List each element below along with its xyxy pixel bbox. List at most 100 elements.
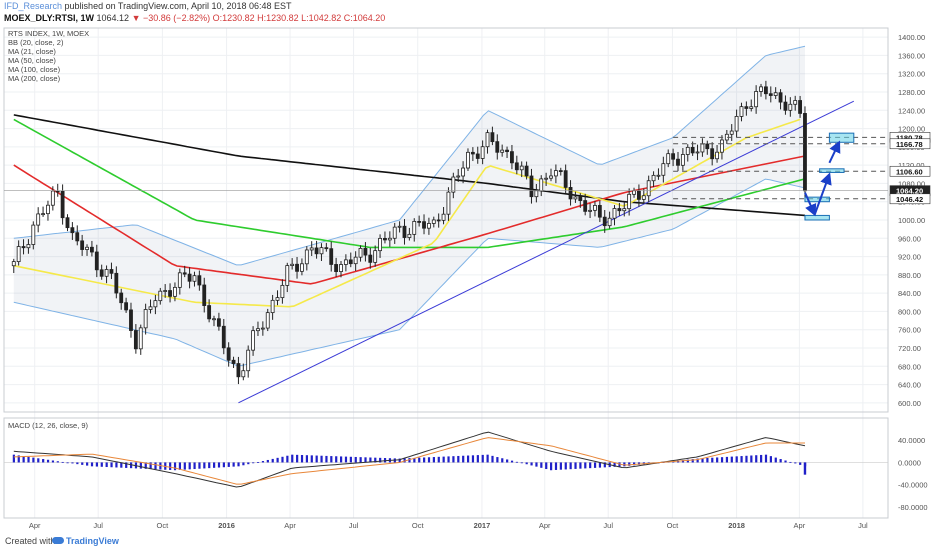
macd-histogram-bar <box>203 462 206 469</box>
time-tick-label: 2016 <box>218 521 235 530</box>
time-tick-label: Jul <box>93 521 103 530</box>
candle-body <box>148 306 153 310</box>
macd-histogram-bar <box>125 462 128 468</box>
candle-body <box>597 205 602 218</box>
candle-body <box>637 190 641 200</box>
macd-histogram-bar <box>403 458 406 463</box>
candle-body <box>11 261 16 267</box>
candle-body <box>373 250 378 263</box>
candle-body <box>553 170 558 177</box>
macd-histogram-bar <box>37 458 40 463</box>
candle-body <box>173 286 177 297</box>
candle-body <box>680 154 685 166</box>
time-tick-label: Apr <box>794 521 806 530</box>
macd-line <box>13 431 806 488</box>
macd-histogram-bar <box>115 462 118 468</box>
macd-histogram-bar <box>237 462 240 467</box>
candle-body <box>329 248 334 265</box>
candle-body <box>334 264 339 273</box>
macd-histogram-bar <box>476 455 479 463</box>
price-label-text: 1046.42 <box>896 195 923 204</box>
candle-body <box>436 219 441 222</box>
macd-histogram-bar <box>540 462 543 468</box>
candle-body <box>275 297 280 301</box>
macd-histogram-bar <box>32 457 35 463</box>
macd-histogram-bar <box>593 462 597 468</box>
macd-histogram-bar <box>349 456 352 463</box>
candle-body <box>417 221 422 223</box>
candle-body <box>412 221 417 235</box>
macd-histogram-bar <box>169 462 172 470</box>
macd-histogram-bar <box>769 456 772 463</box>
candle-body <box>534 190 539 198</box>
candle-body <box>768 93 773 96</box>
price-panel-border <box>3 27 889 413</box>
time-tick-label: Apr <box>284 521 296 530</box>
candle-body <box>466 151 470 169</box>
candle-body <box>549 175 553 179</box>
candle-body <box>70 227 75 234</box>
macd-histogram-bar <box>462 455 465 463</box>
macd-histogram-bar <box>584 462 587 469</box>
price-tick-label: 600.00 <box>898 399 921 408</box>
candle-body <box>617 208 622 212</box>
candle-body <box>676 158 680 166</box>
macd-histogram-bar <box>227 462 230 467</box>
macd-histogram-bar <box>183 462 186 470</box>
candle-body <box>739 106 744 117</box>
candle-body <box>85 246 89 250</box>
macd-histogram-bar <box>120 462 123 468</box>
macd-histogram-bar <box>779 459 782 463</box>
ohlc-values: O:1230.82 H:1230.82 L:1042.82 C:1064.20 <box>212 13 386 23</box>
candle-body <box>490 132 495 143</box>
candle-body <box>710 148 715 160</box>
candle-body <box>602 216 607 227</box>
chart-area[interactable]: 600.00 640.00 680.00 720.00 760.00 800.00 840.… <box>0 26 932 532</box>
candle-body <box>207 305 212 320</box>
candle-body <box>646 180 651 197</box>
candle-body <box>114 272 119 294</box>
candle-body <box>94 251 99 271</box>
macd-histogram-bar <box>193 462 196 470</box>
price-tick-label: 1360.00 <box>898 51 925 60</box>
legend-entry: MA (200, close) <box>8 74 61 83</box>
forecast-arrow <box>813 172 832 215</box>
macd-histogram-bar <box>471 455 475 463</box>
candle-body <box>573 196 578 200</box>
candle-body <box>524 165 529 177</box>
candle-body <box>505 149 509 153</box>
candle-body <box>729 130 734 135</box>
tradingview-link[interactable]: TradingView <box>66 536 119 546</box>
macd-tick-label: -80.0000 <box>898 503 928 512</box>
candle-body <box>568 187 573 200</box>
candle-body <box>197 275 202 286</box>
ma200-line <box>13 114 806 217</box>
macd-histogram-bar <box>579 462 582 469</box>
macd-histogram-bar <box>354 456 357 463</box>
macd-histogram-bar <box>442 456 445 463</box>
macd-histogram-bar <box>330 456 333 463</box>
candle-body <box>793 100 798 105</box>
publisher-link[interactable]: IFD_Research <box>4 1 63 11</box>
macd-histogram-bar <box>501 458 504 463</box>
target-zone <box>804 214 830 221</box>
price-tick-label: 1240.00 <box>898 106 925 115</box>
candle-body <box>158 290 163 302</box>
candle-body <box>397 225 402 228</box>
candle-body <box>495 141 500 153</box>
macd-panel <box>4 431 888 488</box>
candle-body <box>290 263 295 266</box>
price-label-box <box>889 138 931 150</box>
candle-body <box>563 170 568 188</box>
forecast-arrow <box>828 140 841 164</box>
macd-histogram-bar <box>716 457 719 463</box>
candle-body <box>339 264 343 273</box>
candle-body <box>387 237 392 241</box>
candle-body <box>446 191 451 215</box>
macd-histogram-bar <box>261 461 265 463</box>
macd-histogram-bar <box>725 456 729 463</box>
price-tick-label: 960.00 <box>898 234 921 243</box>
target-zone <box>819 168 845 173</box>
candle-body <box>280 284 285 299</box>
macd-histogram-bar <box>691 459 694 463</box>
